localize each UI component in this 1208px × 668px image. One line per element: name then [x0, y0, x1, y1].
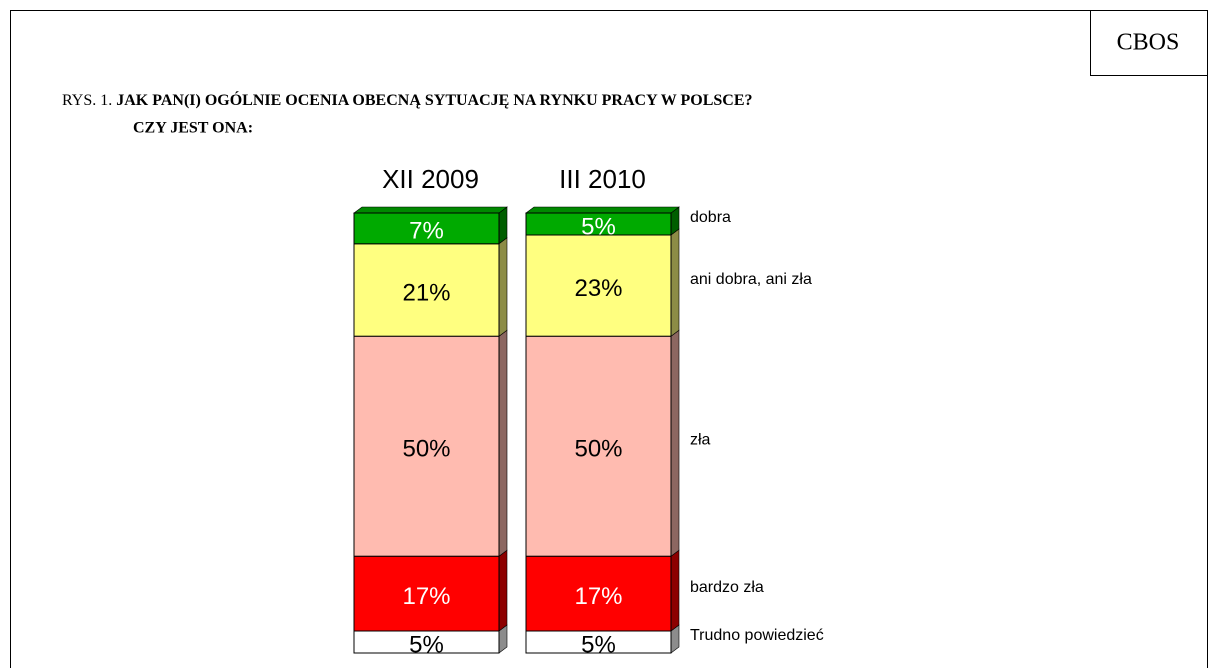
title-line: RYS. 1. JAK PAN(I) OGÓLNIE OCENIA OBECNĄ… — [62, 90, 753, 109]
bar-segment — [525, 212, 672, 236]
value-label: 23% — [574, 275, 622, 302]
value-label: 17% — [402, 583, 450, 610]
value-label: 5% — [581, 631, 616, 658]
bar-top — [525, 206, 680, 214]
source-box — [1090, 10, 1208, 76]
value-label: 7% — [409, 218, 444, 245]
bar-segment — [525, 335, 672, 557]
bar-side — [498, 329, 508, 557]
bar-segment — [353, 212, 500, 245]
value-label: 21% — [402, 279, 450, 306]
x-tick-label: III 2010 — [559, 164, 646, 194]
bar-segment — [353, 555, 500, 632]
value-label: 5% — [409, 631, 444, 658]
bar-side — [670, 549, 680, 632]
bar-side — [498, 206, 508, 245]
value-label: 50% — [402, 436, 450, 463]
legend-label: Trudno powiedzieć — [690, 627, 824, 644]
chart-title: JAK PAN(I) OGÓLNIE OCENIA OBECNĄ SYTUACJ… — [116, 90, 752, 109]
x-tick-label: XII 2009 — [382, 164, 479, 194]
figure-label: RYS. 1. — [62, 92, 112, 109]
bar-side — [498, 549, 508, 632]
bar-side — [670, 329, 680, 557]
bar-segment — [353, 335, 500, 557]
chart-subtitle: CZY JEST ONA: — [133, 120, 253, 137]
bar-segment — [525, 234, 672, 337]
legend-label: dobra — [690, 209, 731, 226]
bar-side — [498, 237, 508, 337]
legend-label: ani dobra, ani zła — [690, 271, 812, 288]
bar-segment — [353, 243, 500, 337]
value-label: 50% — [574, 436, 622, 463]
value-label: 5% — [581, 213, 616, 240]
source: CBOS — [1117, 30, 1180, 56]
legend-label: bardzo zła — [690, 579, 764, 596]
value-label: 17% — [574, 583, 622, 610]
bar-top — [353, 206, 508, 214]
bar-side — [670, 228, 680, 337]
legend-label: zła — [690, 431, 711, 448]
